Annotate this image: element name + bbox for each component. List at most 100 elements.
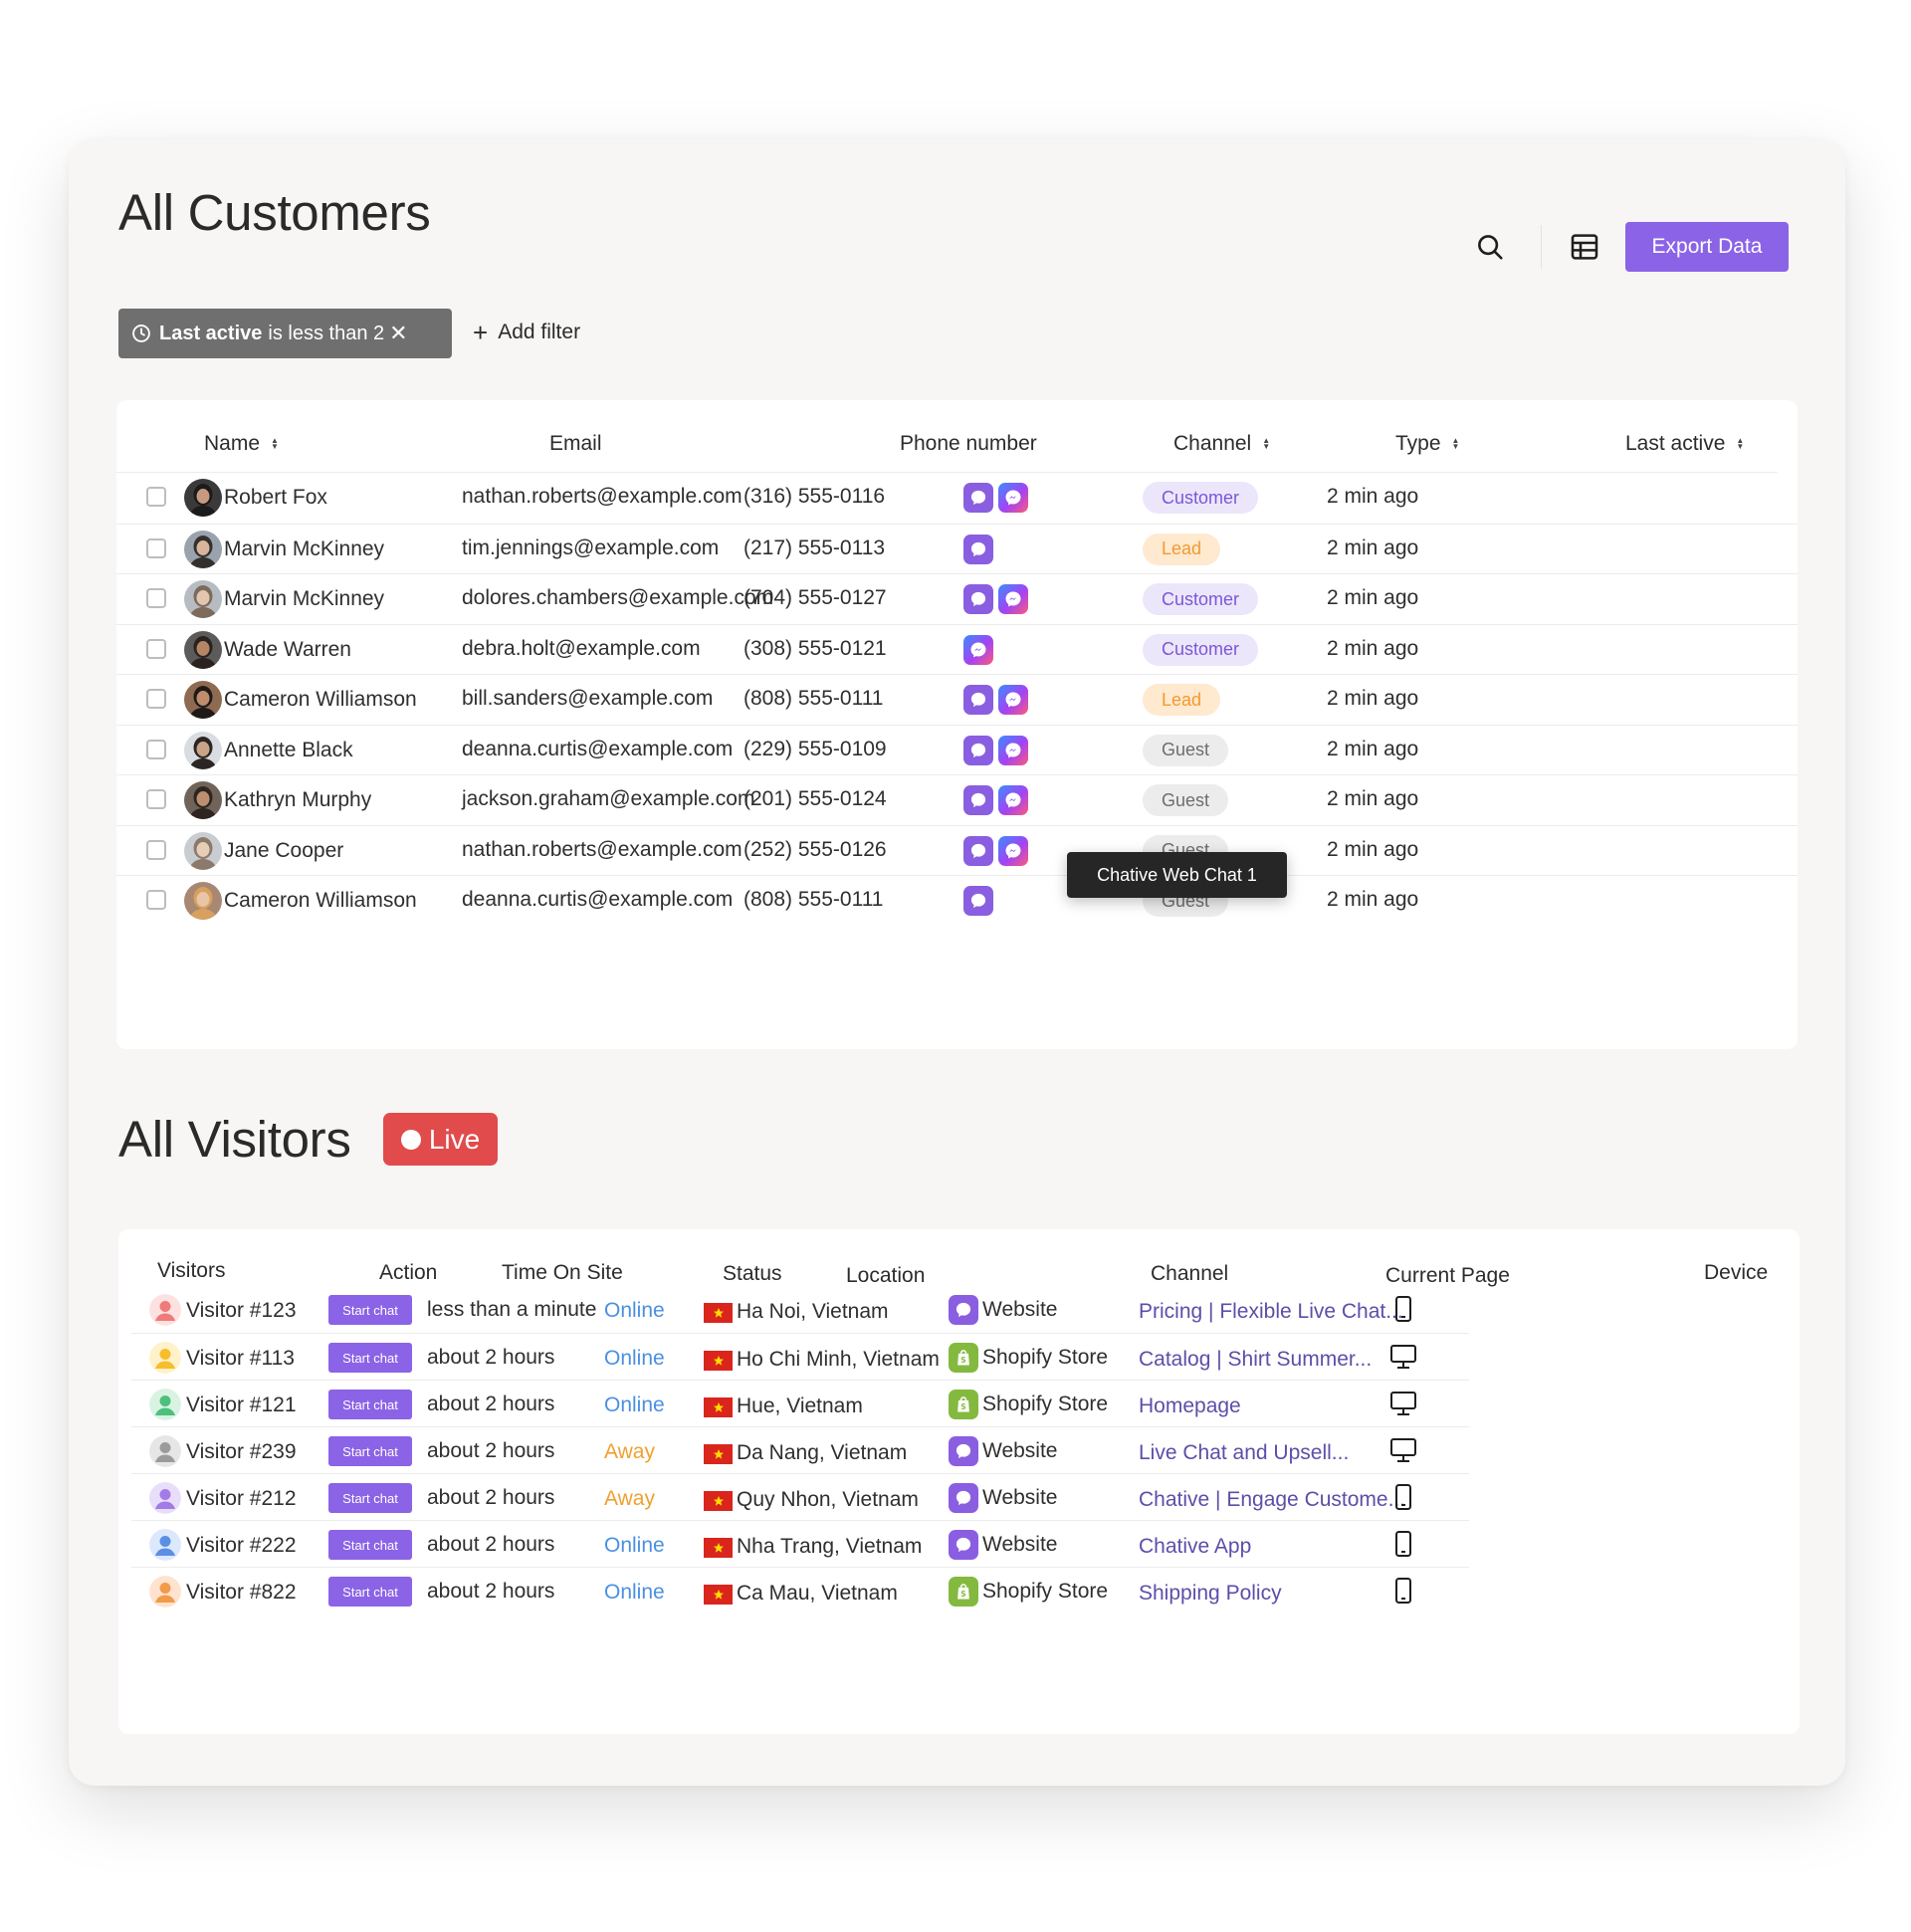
- table-row[interactable]: Marvin McKinney tim.jennings@example.com (…: [116, 523, 1798, 573]
- column-header-time: Time On Site: [502, 1261, 623, 1284]
- web-chat-icon[interactable]: [963, 835, 993, 866]
- customer-name: Wade Warren: [224, 637, 351, 661]
- phone-device-icon: [1391, 1295, 1415, 1328]
- table-row[interactable]: Marvin McKinney dolores.chambers@example.…: [116, 573, 1798, 623]
- visitor-name: Visitor #123: [186, 1299, 297, 1322]
- current-page-link[interactable]: Chative App: [1139, 1535, 1252, 1558]
- column-header-name[interactable]: Name ▲ ▼: [204, 432, 279, 455]
- web-chat-icon[interactable]: [963, 735, 993, 765]
- sort-icon[interactable]: ▲ ▼: [1451, 436, 1460, 451]
- messenger-icon[interactable]: [963, 634, 993, 665]
- table-row[interactable]: Cameron Williamson bill.sanders@example.c…: [116, 674, 1798, 724]
- search-button[interactable]: [1464, 221, 1516, 273]
- table-row[interactable]: Visitor #121 Start chat about 2 hours Onlin…: [131, 1380, 1469, 1426]
- current-page-link[interactable]: Homepage: [1139, 1395, 1241, 1417]
- row-checkbox[interactable]: [146, 839, 166, 860]
- row-checkbox[interactable]: [146, 689, 166, 709]
- messenger-icon[interactable]: [998, 785, 1028, 815]
- table-row[interactable]: Kathryn Murphy jackson.graham@example.com…: [116, 774, 1798, 824]
- column-header-location: Location: [846, 1264, 926, 1287]
- table-row[interactable]: Wade Warren debra.holt@example.com (308) 5…: [116, 623, 1798, 674]
- row-checkbox[interactable]: [146, 487, 166, 507]
- shopify-icon: S: [949, 1390, 978, 1419]
- web-chat-icon[interactable]: [963, 886, 993, 916]
- current-page-link[interactable]: Catalog | Shirt Summer...: [1139, 1348, 1373, 1371]
- vietnam-flag-icon: [704, 1538, 733, 1558]
- start-chat-button[interactable]: Start chat: [328, 1390, 412, 1419]
- column-header-status: Status: [723, 1262, 782, 1285]
- start-chat-button[interactable]: Start chat: [328, 1343, 412, 1373]
- messenger-icon[interactable]: [998, 584, 1028, 614]
- row-checkbox[interactable]: [146, 588, 166, 608]
- table-row[interactable]: Visitor #113 Start chat about 2 hours Onlin…: [131, 1333, 1469, 1380]
- type-badge: Customer: [1143, 482, 1259, 514]
- time-on-site: about 2 hours: [427, 1486, 555, 1509]
- column-header-device: Device: [1704, 1261, 1769, 1284]
- status-value: Online: [604, 1347, 665, 1370]
- table-row[interactable]: Visitor #212 Start chat about 2 hours Away Q…: [131, 1473, 1469, 1520]
- table-row[interactable]: Jane Cooper nathan.roberts@example.com (25…: [116, 824, 1798, 875]
- column-header-type[interactable]: Type ▲ ▼: [1395, 432, 1460, 455]
- phone-device-icon: [1391, 1530, 1415, 1563]
- table-row[interactable]: Visitor #222 Start chat about 2 hours Onlin…: [131, 1520, 1469, 1567]
- sort-icon[interactable]: ▲ ▼: [271, 436, 279, 451]
- status-value: Online: [604, 1534, 665, 1557]
- web-chat-icon[interactable]: [963, 785, 993, 815]
- start-chat-button[interactable]: Start chat: [328, 1577, 412, 1607]
- table-row[interactable]: Robert Fox nathan.roberts@example.com (316…: [116, 473, 1798, 523]
- table-row[interactable]: Visitor #822 Start chat about 2 hours Onlin…: [131, 1567, 1469, 1613]
- customer-phone: (808) 555-0111: [743, 888, 884, 911]
- time-on-site: about 2 hours: [427, 1533, 555, 1556]
- messenger-icon[interactable]: [998, 835, 1028, 866]
- row-checkbox[interactable]: [146, 789, 166, 809]
- channel-value: Shopify Store: [982, 1393, 1109, 1415]
- start-chat-button[interactable]: Start chat: [328, 1295, 412, 1325]
- row-checkbox[interactable]: [146, 739, 166, 759]
- customer-phone: (229) 555-0109: [743, 737, 887, 760]
- current-page-link[interactable]: Chative | Engage Custome...: [1139, 1488, 1406, 1511]
- start-chat-button[interactable]: Start chat: [328, 1530, 412, 1560]
- svg-text:S: S: [960, 1590, 965, 1599]
- web-chat-icon[interactable]: [963, 483, 993, 513]
- row-checkbox[interactable]: [146, 890, 166, 910]
- visitor-avatar-icon: [149, 1576, 181, 1608]
- customer-name: Robert Fox: [224, 486, 327, 509]
- messenger-icon[interactable]: [998, 483, 1028, 513]
- column-header-last-active[interactable]: Last active ▲ ▼: [1625, 432, 1745, 455]
- add-filter-label: Add filter: [498, 321, 581, 343]
- table-row[interactable]: Visitor #123 Start chat less than a minute…: [131, 1286, 1469, 1333]
- messenger-icon[interactable]: [998, 735, 1028, 765]
- column-header-current-page: Current Page: [1385, 1264, 1510, 1287]
- current-page-link[interactable]: Live Chat and Upsell...: [1139, 1441, 1350, 1464]
- customer-phone: (316) 555-0116: [743, 485, 886, 508]
- column-header-action: Action: [379, 1261, 438, 1284]
- last-active-value: 2 min ago: [1327, 888, 1419, 911]
- filter-chip-last-active[interactable]: Last active is less than 2 ✕: [118, 309, 452, 358]
- row-checkbox[interactable]: [146, 638, 166, 659]
- sort-icon[interactable]: ▲ ▼: [1262, 436, 1271, 451]
- last-active-value: 2 min ago: [1327, 687, 1419, 710]
- current-page-link[interactable]: Shipping Policy: [1139, 1582, 1282, 1605]
- web-chat-icon[interactable]: [963, 584, 993, 614]
- column-header-channel[interactable]: Channel ▲ ▼: [1173, 432, 1271, 455]
- start-chat-button[interactable]: Start chat: [328, 1436, 412, 1466]
- table-row[interactable]: Visitor #239 Start chat about 2 hours Away D…: [131, 1426, 1469, 1473]
- customer-name: Cameron Williamson: [224, 688, 417, 711]
- header-divider: [116, 472, 1778, 473]
- table-view-button[interactable]: [1559, 221, 1610, 273]
- table-row[interactable]: Cameron Williamson deanna.curtis@example.…: [116, 875, 1798, 925]
- start-chat-button[interactable]: Start chat: [328, 1483, 412, 1513]
- messenger-icon[interactable]: [998, 685, 1028, 715]
- add-filter-button[interactable]: + Add filter: [473, 320, 581, 345]
- status-value: Away: [604, 1440, 655, 1463]
- row-checkbox[interactable]: [146, 537, 166, 558]
- remove-filter-icon[interactable]: ✕: [389, 321, 408, 345]
- current-page-link[interactable]: Pricing | Flexible Live Chat...: [1139, 1300, 1403, 1323]
- export-data-button[interactable]: Export Data: [1625, 222, 1789, 272]
- sort-icon[interactable]: ▲ ▼: [1736, 436, 1745, 451]
- phone-device-icon: [1391, 1577, 1415, 1610]
- web-chat-icon[interactable]: [963, 685, 993, 715]
- toolbar-divider: [1541, 225, 1542, 269]
- table-row[interactable]: Annette Black deanna.curtis@example.com (2…: [116, 724, 1798, 774]
- web-chat-icon[interactable]: [963, 534, 993, 564]
